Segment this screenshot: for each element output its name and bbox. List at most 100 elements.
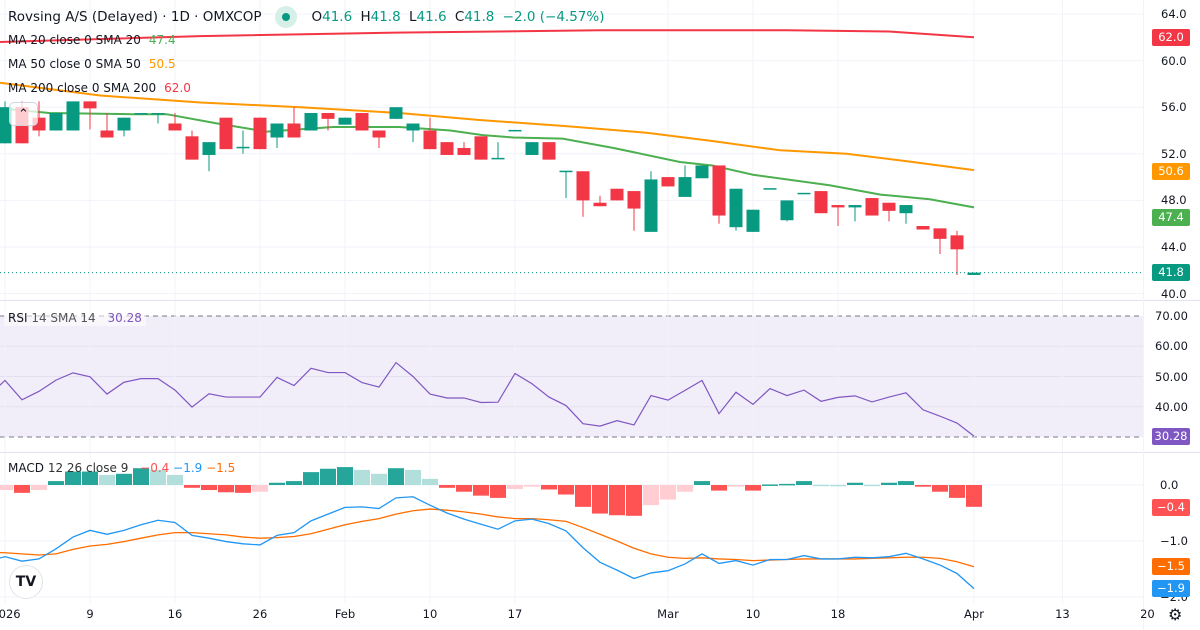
macd-histogram-bar [592,485,608,514]
time-axis-tick: Feb [334,607,356,621]
macd-histogram-bar [932,485,948,492]
macd-histogram-bar [422,478,438,485]
candle-body [117,117,131,131]
macd-histogram-bar [524,485,540,487]
ohlc-values: O41.6 H41.8 L41.6 C41.8 −2.0 (−4.57%) [311,9,608,25]
candle-body [0,107,12,144]
macd-histogram-bar [677,485,693,492]
candle-body [185,136,199,160]
change-value: −2.0 (−4.57%) [502,9,605,25]
macd-histogram-bar [473,485,489,496]
candle-body [729,188,743,228]
logo-text: TV [15,574,37,590]
candle-body [491,157,505,160]
candle-body [950,235,964,250]
candle-body [406,123,420,131]
macd-histogram-bar [14,485,30,493]
high-label: H [360,9,371,25]
price-axis-tick: 56.0 [1161,100,1187,115]
tradingview-logo[interactable]: TV [9,565,43,599]
candle-body [304,113,318,131]
candle-body [219,117,233,150]
rsi-value: 30.28 [107,311,142,325]
candle-body [168,123,182,131]
macd-histogram-bar [354,469,370,485]
legend-rsi[interactable]: RSI 14 SMA 14 30.28 [4,310,146,326]
candle-body [644,179,658,232]
candle-body [253,117,267,150]
macd-axis-badge: −1.5 [1152,558,1190,576]
time-axis-tick: 16 [167,607,183,621]
macd-histogram-bar [99,474,115,485]
rsi-axis-tick: 50.00 [1155,369,1188,384]
ma20-value: 47.4 [148,33,176,47]
macd-histogram-bar [864,484,880,487]
candle-body [355,113,369,131]
candle-body [661,177,675,187]
candle-body [338,117,352,125]
time-axis-tick: 17 [507,607,523,621]
macd-histogram-bar [558,485,574,495]
macd-histogram-bar [813,484,829,487]
legend-ma200[interactable]: MA 200 close 0 SMA 200 62.0 [8,81,191,95]
macd-histogram-bar [405,469,421,485]
time-axis-tick: Apr [964,607,984,621]
candle-body [814,191,828,214]
macd-histogram-bar [490,485,506,498]
macd-histogram-bar [626,485,642,516]
time-axis-tick: 2026 [0,607,21,621]
macd-histogram-bar [660,485,676,500]
rsi-axis-tick: 70.00 [1155,309,1188,323]
candle-body [797,192,811,195]
sma50-line [0,81,975,172]
candle-body [474,136,488,160]
candle-body [236,146,250,149]
macd-histogram-bar [456,485,472,492]
macd-histogram-bar [609,485,625,516]
macd-histogram-bar [388,468,404,485]
macd-histogram-bar [711,485,727,491]
symbol-title[interactable]: Rovsing A/S (Delayed) · 1D · OMXCOP [8,9,262,25]
price-axis-tick: 64.0 [1161,7,1187,21]
macd-histogram-bar [337,467,353,485]
candle-body [440,142,454,155]
ma20-label: MA 20 close 0 SMA 20 [8,33,141,47]
candle-body [49,113,63,131]
candle-body [610,188,624,201]
candle-body [967,272,981,275]
macd-histogram-bar [694,481,710,485]
close-value: 41.8 [464,9,495,25]
market-status-dot-icon[interactable] [275,6,298,28]
rsi-axis-tick: 40.00 [1155,399,1188,414]
macd-histogram-bar [201,485,217,491]
macd-line [0,496,975,590]
macd-histogram-bar [218,485,234,493]
price-axis-badge: 47.4 [1152,208,1190,226]
macd-histogram-bar [116,473,132,485]
macd-axis-badge: −0.4 [1152,498,1190,516]
candle-body [287,123,301,138]
gear-icon[interactable]: ⚙ [1168,605,1182,624]
macd-label: MACD [8,461,44,475]
macd-axis-tick: −1.0 [1160,534,1188,548]
candle-body [202,142,216,155]
legend-ma20[interactable]: MA 20 close 0 SMA 20 47.4 [8,33,176,47]
candle-body [933,228,947,239]
candle-body [865,198,879,216]
legend-ma50[interactable]: MA 50 close 0 SMA 50 50.5 [8,57,176,71]
macd-histogram-bar [48,481,64,485]
macd-histogram-bar [235,485,251,493]
macd-histogram-bar [949,485,965,498]
collapse-legend-button[interactable]: ⌃ [9,102,38,126]
candle-body [508,129,522,132]
ma50-value: 50.5 [148,57,176,71]
candle-body [83,101,97,109]
macd-histogram-bar [31,485,47,491]
ma200-value: 62.0 [164,81,191,95]
macd-line-value: −1.9 [173,461,203,475]
rsi-label: RSI [8,311,28,325]
candle-body [678,177,692,197]
legend-macd[interactable]: MACD 12 26 close 9 −0.4 −1.9 −1.5 [8,461,235,475]
candle-body [372,130,386,138]
